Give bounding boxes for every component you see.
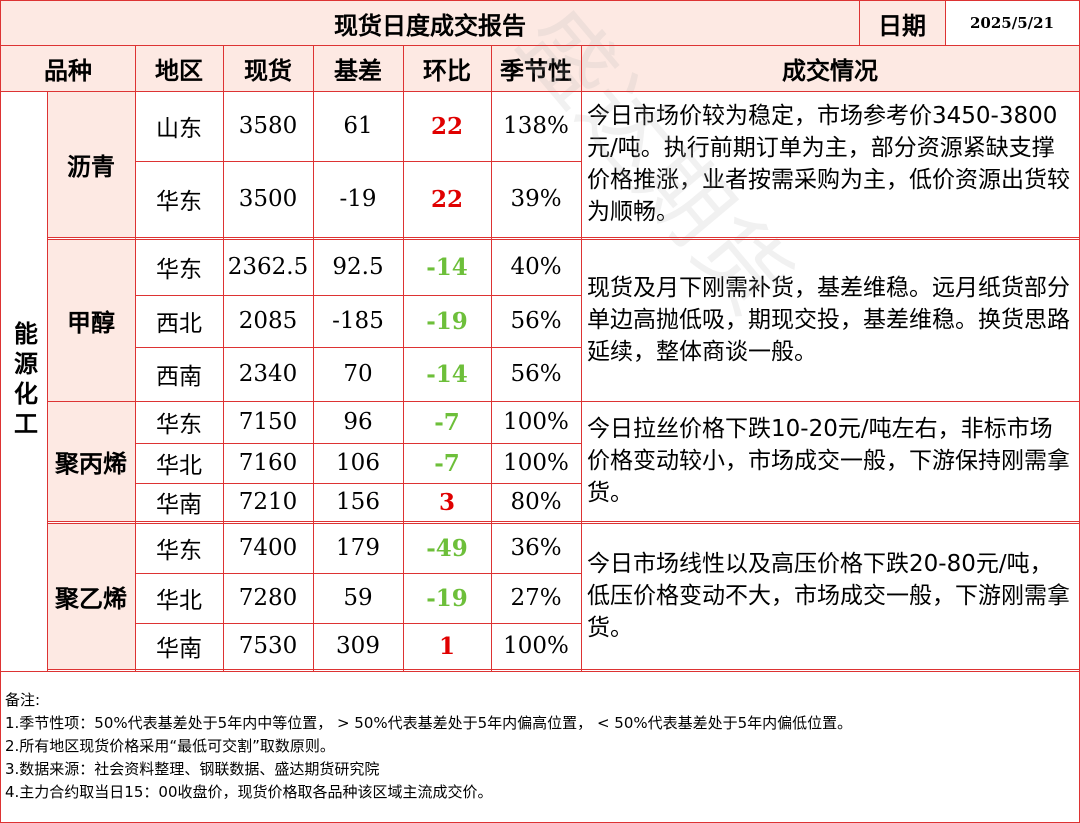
product-name: 聚乙烯 xyxy=(47,523,135,669)
seasonal-cell: 138% xyxy=(503,113,569,139)
spot-price-cell: 3580 xyxy=(238,113,298,139)
spot-price-cell: 2362.5 xyxy=(227,254,309,280)
note-item: 4.主力合约取当日15：00收盘价，现货价格取各品种该区域主流成交价。 xyxy=(5,783,493,801)
basis-cell: 106 xyxy=(336,450,380,476)
seasonal-cell: 39% xyxy=(510,186,562,212)
basis-cell: 96 xyxy=(343,409,373,435)
product-name: 聚丙烯 xyxy=(47,401,135,521)
col-header-change: 环比 xyxy=(403,45,491,91)
region-cell: 山东 xyxy=(156,116,202,142)
notes-title: 备注: xyxy=(5,691,41,709)
seasonal-cell: 56% xyxy=(510,308,562,334)
spot-price-cell: 3500 xyxy=(238,186,298,212)
spot-price-cell: 7210 xyxy=(238,489,298,515)
region-cell: 华东 xyxy=(156,189,202,215)
note-item: 1.季节性项：50%代表基差处于5年内中等位置， > 50%代表基差处于5年内偏… xyxy=(5,714,853,732)
basis-cell: 59 xyxy=(343,585,373,611)
col-header-product: 品种 xyxy=(1,45,135,91)
basis-cell: 61 xyxy=(343,113,373,139)
col-header-basis: 基差 xyxy=(313,45,403,91)
sector-label: 能源化工 xyxy=(1,91,47,671)
basis-cell: 92.5 xyxy=(332,254,384,280)
region-cell: 华东 xyxy=(156,257,202,283)
change-cell: -19 xyxy=(426,307,468,335)
basis-cell: 156 xyxy=(336,489,380,515)
basis-cell: -19 xyxy=(339,186,377,212)
region-cell: 华东 xyxy=(156,412,202,438)
spot-price-cell: 7160 xyxy=(238,450,298,476)
notes-section: 备注: 1.季节性项：50%代表基差处于5年内中等位置， > 50%代表基差处于… xyxy=(5,689,1075,804)
col-header-seasonal: 季节性 xyxy=(491,45,581,91)
date-label: 日期 xyxy=(859,1,945,45)
seasonal-cell: 100% xyxy=(503,450,569,476)
change-cell: 22 xyxy=(430,112,463,140)
note-item: 3.数据来源：社会资料整理、钢联数据、盛达期货研究院 xyxy=(5,760,380,778)
product-name: 甲醇 xyxy=(47,239,135,401)
spot-price-cell: 7150 xyxy=(238,409,298,435)
trade-info: 今日拉丝价格下跌10-20元/吨左右，非标市场价格变动较小，市场成交一般，下游保… xyxy=(587,416,1070,506)
trade-info: 现货及月下刚需补货，基差维稳。远月纸货部分单边高抛低吸，期现交投，基差维稳。换货… xyxy=(587,275,1070,365)
basis-cell: 179 xyxy=(336,535,380,561)
basis-cell: 70 xyxy=(343,361,373,387)
spot-price-cell: 2340 xyxy=(238,361,298,387)
product-name: 沥青 xyxy=(47,91,135,237)
spot-price-cell: 7400 xyxy=(238,535,298,561)
change-cell: -7 xyxy=(434,449,460,477)
change-cell: -49 xyxy=(426,534,468,562)
basis-cell: 309 xyxy=(336,633,380,659)
region-cell: 华东 xyxy=(156,538,202,564)
region-cell: 华南 xyxy=(156,636,202,662)
col-header-spot: 现货 xyxy=(223,45,313,91)
col-header-region: 地区 xyxy=(135,45,223,91)
change-cell: 22 xyxy=(430,185,463,213)
seasonal-cell: 40% xyxy=(510,254,562,280)
change-cell: 1 xyxy=(438,632,455,660)
region-cell: 西北 xyxy=(156,311,202,337)
change-cell: -19 xyxy=(426,584,468,612)
spot-price-cell: 7280 xyxy=(238,585,298,611)
seasonal-cell: 80% xyxy=(510,489,562,515)
seasonal-cell: 100% xyxy=(503,633,569,659)
seasonal-cell: 36% xyxy=(510,535,562,561)
seasonal-cell: 100% xyxy=(503,409,569,435)
spot-price-cell: 2085 xyxy=(238,308,298,334)
region-cell: 华北 xyxy=(156,588,202,614)
report-title: 现货日度成交报告 xyxy=(1,1,859,45)
change-cell: -14 xyxy=(426,360,468,388)
change-cell: -14 xyxy=(426,253,468,281)
spot-price-cell: 7530 xyxy=(238,633,298,659)
change-cell: 3 xyxy=(438,488,455,516)
region-cell: 华北 xyxy=(156,453,202,479)
region-cell: 华南 xyxy=(156,492,202,518)
trade-info: 今日市场价较为稳定，市场参考价3450-3800元/吨。执行前期订单为主，部分资… xyxy=(587,103,1070,225)
change-cell: -7 xyxy=(434,408,460,436)
col-header-info: 成交情况 xyxy=(581,45,1079,91)
seasonal-cell: 27% xyxy=(510,585,562,611)
trade-info: 今日市场线性以及高压价格下跌20-80元/吨，低压价格变动不大，市场成交一般，下… xyxy=(587,551,1070,641)
region-cell: 西南 xyxy=(156,364,202,390)
note-item: 2.所有地区现货价格采用“最低可交割”取数原则。 xyxy=(5,737,335,755)
date-value: 2025/5/21 xyxy=(945,1,1079,45)
seasonal-cell: 56% xyxy=(510,361,562,387)
basis-cell: -185 xyxy=(332,308,384,334)
